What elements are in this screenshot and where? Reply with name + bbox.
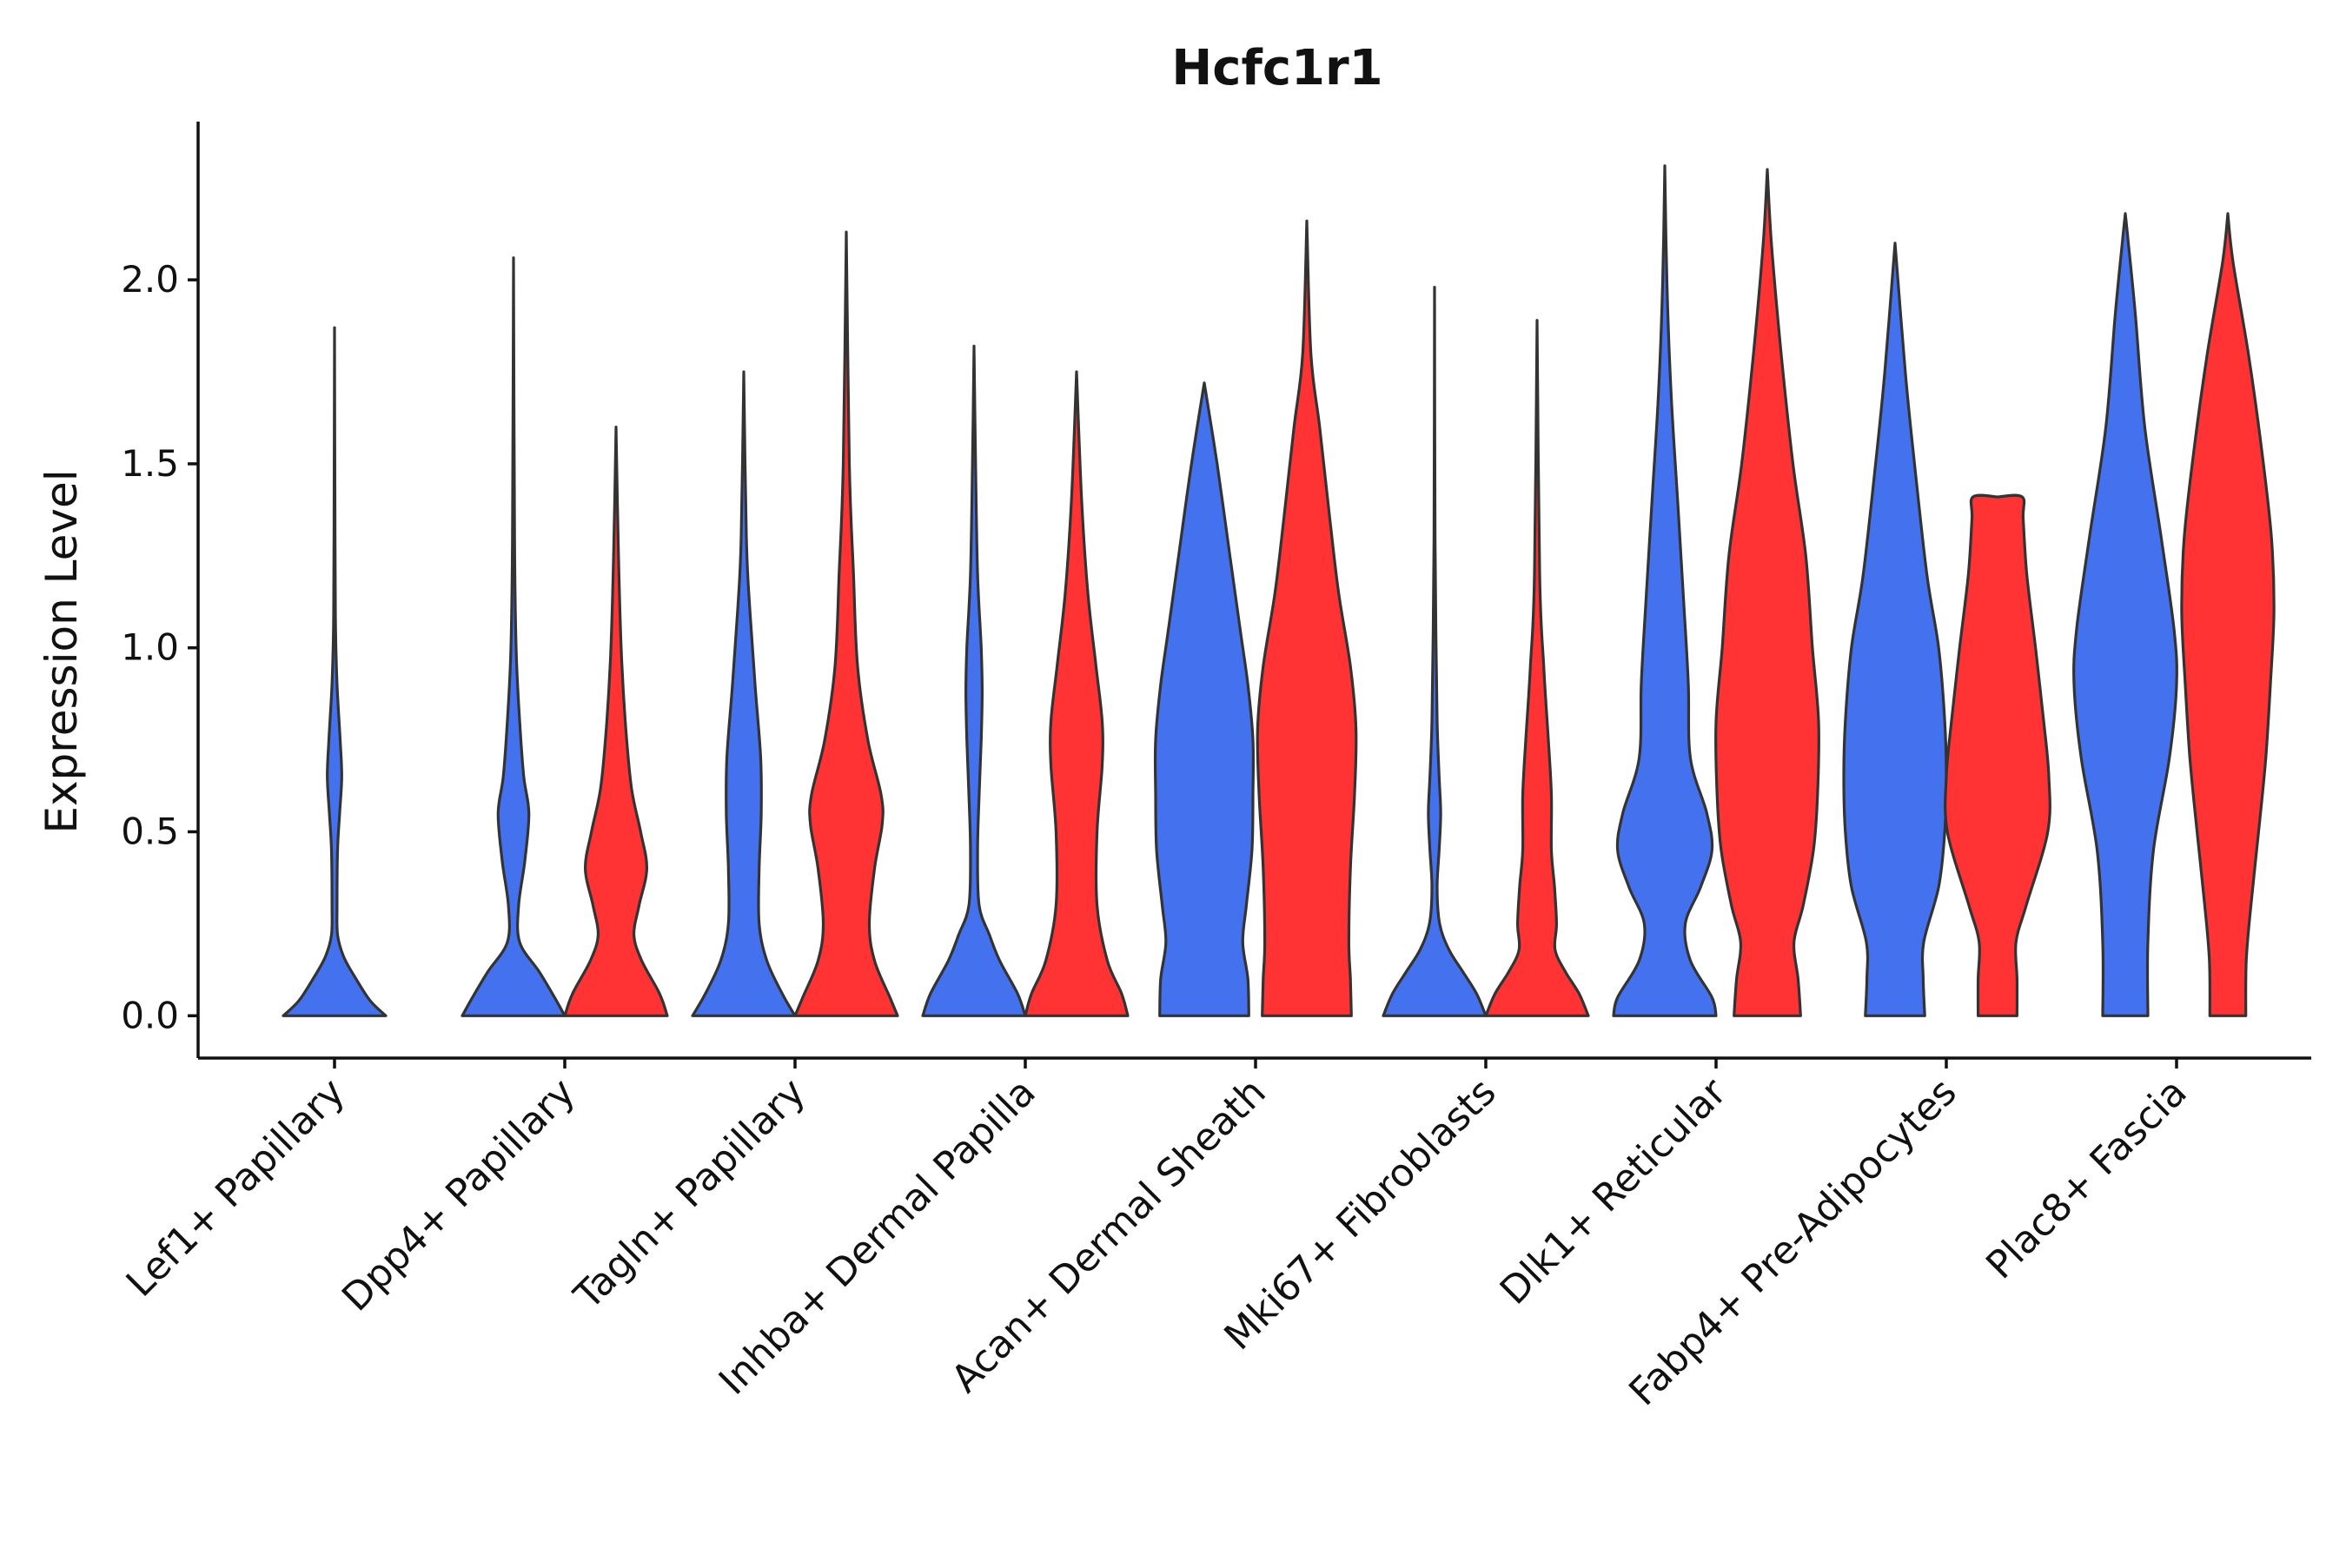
chart-title: Hcfc1r1 [1171, 40, 1382, 96]
violin-fabp4-pre-adipocytes-group_a [1842, 241, 1948, 1017]
y-axis-label: Expression Level [36, 469, 87, 833]
y-tick-label: 0.0 [121, 994, 179, 1036]
violin-plac8-fascia-group_b [2180, 212, 2276, 1017]
violin-acan-dermal-sheath-group_a [1153, 381, 1256, 1017]
violin-dpp4-papillary-group_b [563, 426, 669, 1017]
x-tick-label: Tagln+ Papillary [566, 1070, 814, 1319]
y-tick-label: 0.5 [121, 810, 179, 853]
y-axis-ticks: 0.0 0.5 1.0 1.5 2.0 [121, 258, 198, 1036]
y-tick-label: 1.5 [121, 442, 179, 485]
y-tick-label: 2.0 [121, 258, 179, 301]
violin-dlk1-reticular-group_a [1612, 164, 1718, 1017]
violin-inhba-dermal-papilla-group_a [921, 344, 1027, 1017]
violin-inhba-dermal-papilla-group_b [1024, 370, 1130, 1017]
violin-group [282, 164, 2276, 1017]
violin-dlk1-reticular-group_b [1714, 168, 1820, 1017]
violin-mki67-fibroblasts-group_a [1382, 286, 1488, 1017]
violin-fabp4-pre-adipocytes-group_b [1944, 493, 2051, 1017]
y-tick-label: 1.0 [121, 626, 179, 669]
violin-lef1-papillary-group_a [282, 326, 388, 1017]
x-tick-label: Lef1+ Papillary [118, 1070, 354, 1306]
violin-tagln-papillary-group_a [691, 370, 797, 1017]
violin-dpp4-papillary-group_a [461, 256, 567, 1017]
violin-acan-dermal-sheath-group_b [1256, 219, 1358, 1017]
violin-mki67-fibroblasts-group_b [1484, 319, 1590, 1017]
x-tick-label: Dpp4+ Papillary [334, 1070, 584, 1320]
x-tick-label: Dlk1+ Reticular [1492, 1069, 1736, 1313]
violin-plac8-fascia-group_a [2072, 212, 2178, 1017]
violin-tagln-papillary-group_b [793, 230, 899, 1017]
x-tick-label: Plac8+ Fascia [1978, 1070, 2196, 1288]
